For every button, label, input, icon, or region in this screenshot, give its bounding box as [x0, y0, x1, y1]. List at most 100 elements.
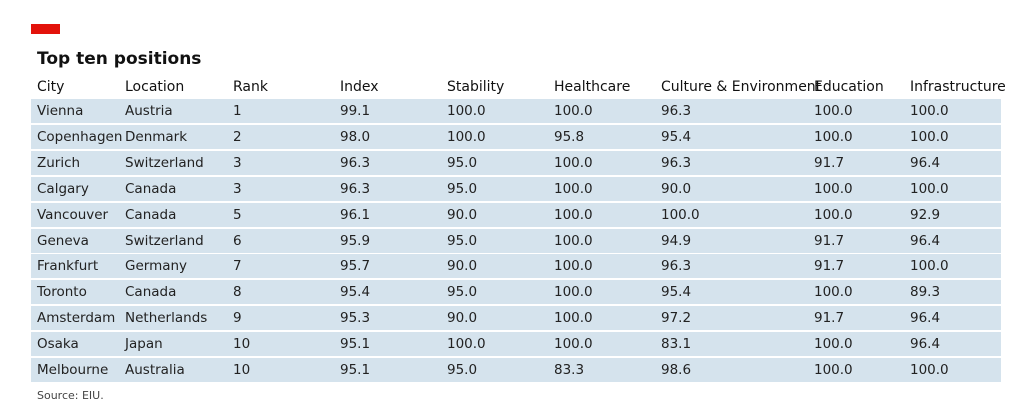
- table-cell: 100.0: [554, 336, 593, 353]
- table-cell: 90.0: [447, 206, 478, 223]
- table-cell: 83.1: [661, 336, 692, 353]
- table-cell: 100.0: [910, 258, 949, 275]
- table-cell: 95.1: [340, 362, 371, 378]
- table-cell: Switzerland: [125, 154, 204, 171]
- table-cell: 100.0: [447, 128, 486, 145]
- table-cell: 100.0: [814, 206, 853, 223]
- table-cell: 90.0: [447, 258, 478, 275]
- table-cell: Canada: [125, 206, 177, 223]
- table-cell: Zurich: [37, 154, 81, 171]
- table-row: [31, 176, 1001, 201]
- table-row: [31, 202, 1001, 227]
- table-cell: 96.4: [910, 232, 941, 249]
- table-cell: 95.0: [447, 154, 478, 171]
- table-cell: 100.0: [814, 336, 853, 353]
- table-cell: Toronto: [37, 284, 87, 301]
- table-cell: 6: [233, 232, 242, 249]
- table-cell: 100.0: [910, 362, 949, 378]
- table-cell: 8: [233, 284, 242, 301]
- table-cell: 100.0: [814, 180, 853, 197]
- table-cell: 2: [233, 128, 242, 145]
- column-header: Index: [340, 79, 379, 95]
- table-cell: Netherlands: [125, 310, 208, 327]
- table-cell: 96.3: [661, 154, 692, 171]
- column-header: Infrastructure: [910, 79, 1006, 95]
- brand-bar: [31, 24, 60, 34]
- table-cell: 100.0: [554, 180, 593, 197]
- table-cell: 100.0: [447, 336, 486, 353]
- table-cell: 95.4: [661, 128, 692, 145]
- table-cell: 95.9: [340, 232, 371, 249]
- table-cell: Canada: [125, 180, 177, 197]
- table-cell: Copenhagen: [37, 128, 123, 145]
- table-cell: 91.7: [814, 258, 845, 275]
- table-cell: 96.4: [910, 154, 941, 171]
- table-cell: Vienna: [37, 103, 84, 119]
- column-header: Rank: [233, 79, 268, 95]
- table-cell: 83.3: [554, 362, 585, 378]
- table-cell: 100.0: [554, 154, 593, 171]
- table-cell: Japan: [125, 336, 163, 353]
- table-cell: 100.0: [910, 103, 949, 119]
- table-cell: 95.0: [447, 232, 478, 249]
- table-cell: 95.0: [447, 284, 478, 301]
- table-cell: 96.3: [340, 154, 371, 171]
- table-cell: 100.0: [910, 128, 949, 145]
- table-cell: 92.9: [910, 206, 941, 223]
- table-cell: 97.2: [661, 310, 692, 327]
- table-cell: 100.0: [814, 103, 853, 119]
- table-cell: 95.7: [340, 258, 371, 275]
- table-cell: 1: [233, 103, 242, 119]
- column-header: Healthcare: [554, 79, 631, 95]
- table-cell: 90.0: [661, 180, 692, 197]
- table-cell: Vancouver: [37, 206, 109, 223]
- table-cell: 96.3: [661, 103, 692, 119]
- table-cell: Geneva: [37, 232, 89, 249]
- table-cell: 89.3: [910, 284, 941, 301]
- table-cell: 96.3: [340, 180, 371, 197]
- table-cell: 3: [233, 154, 242, 171]
- column-header: City: [37, 79, 65, 95]
- table-cell: 5: [233, 206, 242, 223]
- table-cell: Amsterdam: [37, 310, 116, 327]
- table-row: [31, 124, 1001, 149]
- table-cell: 95.0: [447, 180, 478, 197]
- table-cell: Osaka: [37, 336, 79, 353]
- table-cell: 91.7: [814, 310, 845, 327]
- table-cell: 3: [233, 180, 242, 197]
- table-cell: 10: [233, 336, 251, 353]
- table-cell: Australia: [125, 362, 185, 378]
- table-cell: 96.3: [661, 258, 692, 275]
- table-cell: 99.1: [340, 103, 371, 119]
- table-row: [31, 280, 1001, 305]
- table-cell: 95.1: [340, 336, 371, 353]
- table-cell: 100.0: [447, 103, 486, 119]
- table-cell: 96.4: [910, 336, 941, 353]
- table-row: [31, 150, 1001, 175]
- table-cell: Denmark: [125, 128, 188, 145]
- table-cell: 7: [233, 258, 242, 275]
- table-cell: Calgary: [37, 180, 89, 197]
- table-cell: 91.7: [814, 154, 845, 171]
- table-cell: 100.0: [814, 362, 853, 378]
- table-cell: 95.4: [340, 284, 371, 301]
- table-cell: 100.0: [554, 284, 593, 301]
- column-header: Education: [814, 79, 884, 95]
- table-cell: 96.1: [340, 206, 371, 223]
- table-cell: 98.0: [340, 128, 371, 145]
- table-cell: 91.7: [814, 232, 845, 249]
- table-cell: 95.4: [661, 284, 692, 301]
- table-cell: 98.6: [661, 362, 692, 378]
- table-row: [31, 306, 1001, 331]
- table-cell: 100.0: [661, 206, 700, 223]
- table-cell: Canada: [125, 284, 177, 301]
- table-row: [31, 332, 1001, 357]
- table-cell: 100.0: [814, 284, 853, 301]
- table-cell: Frankfurt: [37, 258, 99, 275]
- table-row: [31, 254, 1001, 279]
- table-cell: 100.0: [554, 310, 593, 327]
- table-cell: Melbourne: [37, 362, 109, 378]
- table-cell: 100.0: [910, 180, 949, 197]
- source: Source: EIU.: [37, 389, 104, 402]
